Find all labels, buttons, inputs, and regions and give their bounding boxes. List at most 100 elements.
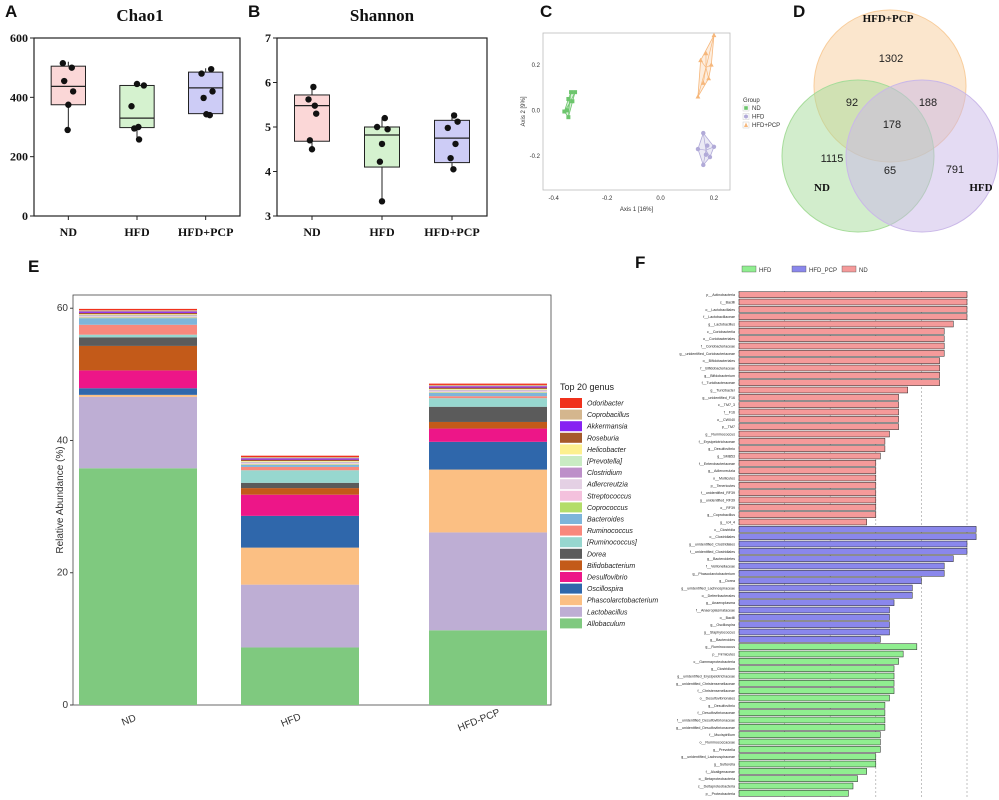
x-tick-label: -0.2 — [602, 196, 613, 202]
legend-marker — [744, 106, 748, 110]
lefse-bar — [738, 482, 877, 489]
box — [50, 65, 86, 106]
venn-set-label: ND — [814, 182, 830, 194]
lefse-label: g__rc4_4 — [720, 520, 735, 524]
lefse-bar — [738, 724, 886, 731]
panel-label-a: A — [5, 2, 17, 21]
lefse-bar — [738, 753, 877, 760]
lefse-bar — [738, 702, 886, 709]
y-tick-label: 5 — [265, 120, 271, 134]
stacked-segment — [79, 370, 197, 389]
legend-label: Coprobacillus — [587, 412, 630, 419]
stacked-segment — [241, 459, 359, 461]
legend-swatch — [560, 583, 582, 594]
data-point — [128, 103, 135, 110]
lefse-bar — [738, 738, 881, 746]
lefse-bar — [738, 614, 890, 621]
venn-count: 188 — [919, 97, 937, 109]
panel-label-d: D — [793, 2, 805, 21]
data-point — [698, 57, 704, 63]
y-tick-label: 600 — [10, 31, 28, 45]
data-point — [206, 111, 213, 119]
stacked-segment — [429, 390, 547, 392]
lefse-label: g__Anaeroplasma — [706, 601, 735, 605]
y-tick-label: 6 — [265, 76, 271, 90]
stacked-segment — [429, 532, 547, 631]
lefse-label: g__SMB53 — [717, 454, 735, 458]
stacked-segment — [79, 312, 197, 315]
stacked-segment — [429, 398, 547, 407]
lefse-label: o__CW040 — [717, 418, 735, 422]
legend-label: Ruminococcus — [587, 528, 633, 535]
y-tick-label: 3 — [265, 209, 271, 223]
lefse-bar — [738, 328, 945, 335]
data-point — [135, 136, 143, 143]
lefse-bar — [738, 489, 877, 496]
legend-label: [Prevotella] — [586, 459, 623, 466]
data-point — [378, 198, 386, 205]
spider-line — [697, 67, 707, 97]
lefse-bar — [738, 460, 877, 467]
legend-label: Clostridium — [587, 470, 622, 477]
lefse-label: g__Adlercreutzia — [708, 469, 735, 473]
lefse-bar — [738, 511, 877, 518]
spider-line — [705, 67, 709, 79]
lefse-bar — [738, 445, 886, 452]
legend-label: Helicobacter — [587, 447, 627, 454]
legend-swatch — [560, 502, 582, 513]
lefse-bar — [738, 335, 945, 342]
stacked-segment — [429, 392, 547, 397]
data-point — [64, 126, 71, 134]
venn-count: 1302 — [879, 53, 903, 65]
legend-label: Coprococcus — [587, 505, 628, 512]
data-point — [378, 140, 386, 148]
x-tick-label: ND — [60, 225, 78, 239]
legend-swatch — [560, 421, 582, 432]
lefse-bar — [738, 731, 881, 738]
lefse-label: g__Ruminococcus — [705, 432, 735, 436]
legend-swatch — [560, 572, 582, 582]
y-axis-label: Axis 2 [9%] — [521, 96, 527, 126]
legend-swatch — [560, 537, 582, 548]
lefse-label: g__Coprobacillus — [707, 513, 735, 517]
lefse-label: o__Mollicutes — [713, 476, 735, 480]
lefse-label: g__Desulfovibrio — [708, 704, 735, 708]
data-point — [69, 88, 77, 95]
data-point — [381, 114, 388, 122]
lefse-label: o__Clostridiales — [709, 535, 735, 539]
lefse-label: f__Anaeroplasmataceae — [696, 608, 735, 612]
lefse-label: g__unidentified_Coriobacteriaceae — [679, 352, 735, 356]
lefse-bar — [738, 555, 954, 562]
stacked-segment — [429, 387, 547, 389]
lefse-bar — [738, 650, 904, 658]
lefse-bar — [738, 357, 940, 364]
lefse-label: f__Christensenellaceae — [697, 689, 735, 693]
box — [119, 84, 155, 129]
stacked-segment — [429, 469, 547, 533]
legend-marker — [744, 114, 748, 119]
legend-swatch — [560, 618, 582, 629]
stacked-segment — [79, 315, 197, 317]
lefse-label: p__Proteobacteria — [706, 792, 735, 796]
legend-label: HFD_PCP — [809, 268, 837, 274]
data-point — [711, 144, 717, 149]
data-point — [305, 96, 312, 103]
venn-diagram: HFD+PCP ND HFD 1302 1115 791 92 188 65 178 — [781, 9, 999, 233]
y-tick-label: 20 — [57, 568, 69, 579]
lefse-label: f__F16 — [724, 410, 735, 414]
lefse-bar — [738, 416, 899, 423]
stacked-segment — [241, 464, 359, 467]
stacked-segment — [241, 462, 359, 463]
stacked-segment — [241, 460, 359, 462]
lefse-label: c__Bacilli — [720, 300, 735, 304]
lefse-label: p__Firmicutes — [712, 652, 735, 656]
data-point — [450, 166, 457, 173]
legend-label: Adlercreutzia — [586, 482, 628, 489]
lefse-bar — [738, 570, 945, 577]
legend-label: HFD — [759, 268, 772, 274]
lefse-label: c__Deltaproteobacteria — [698, 784, 735, 788]
pcoa-scatter: -0.4 -0.2 0.0 0.2 -0.2 0.0 0.2 Axis 1 [16%] Axis… — [521, 32, 780, 213]
lefse-bar — [738, 577, 922, 584]
lefse-bar — [738, 687, 895, 694]
y-axis-label: Relative Abundance (%) — [55, 446, 66, 553]
